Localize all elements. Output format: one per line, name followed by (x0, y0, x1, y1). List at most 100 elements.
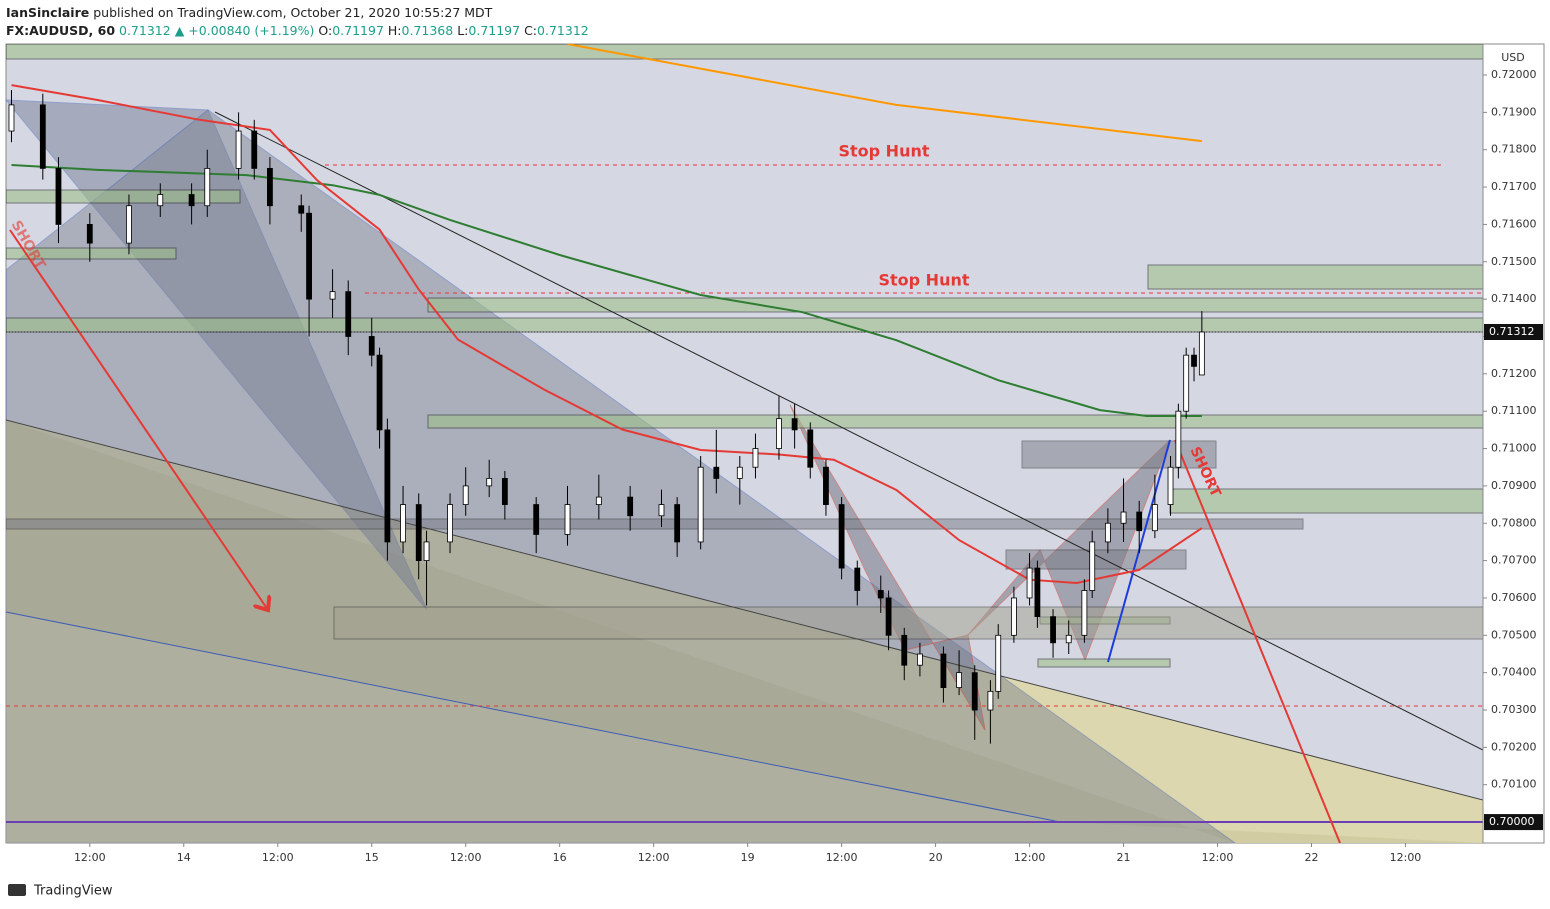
footer: TradingView (8, 884, 113, 899)
candle-body (877, 590, 884, 599)
c: 0.71312 (537, 23, 589, 38)
candle-body (1050, 616, 1056, 644)
candle-body (462, 485, 469, 505)
candle-body (368, 336, 375, 356)
candle-body (1120, 511, 1127, 524)
candle-body (736, 466, 743, 479)
x-tick-label: 12:00 (450, 851, 482, 864)
candle-body (1198, 331, 1205, 376)
candle-body (251, 130, 258, 169)
y-tick-label: 0.70600 (1491, 591, 1537, 604)
candle-body (1167, 466, 1174, 505)
candle-body (447, 504, 453, 543)
trend-line (214, 111, 1483, 751)
candle-body (564, 504, 571, 535)
y-tick-label: 0.71100 (1491, 404, 1537, 417)
candle-body (823, 466, 829, 505)
l: 0.71197 (468, 23, 521, 38)
candle-body (423, 541, 430, 562)
y-tick-label: 0.70800 (1491, 516, 1537, 529)
candle-body (306, 212, 312, 300)
pattern-triangle (6, 99, 428, 611)
moving-average (567, 44, 1203, 143)
candle-body (776, 418, 782, 449)
candle-body (713, 466, 720, 479)
zone (6, 247, 177, 260)
candle-body (1010, 597, 1017, 636)
candle-body (1175, 410, 1182, 468)
candle-body (157, 194, 164, 207)
candle-body (39, 104, 46, 169)
candle-body (658, 504, 665, 517)
price-axis (1482, 43, 1545, 844)
candle-body (267, 167, 273, 207)
price-marker-label: 0.71312 (1489, 325, 1535, 338)
y-tick-label: 0.70500 (1491, 628, 1537, 641)
candle-body (1034, 567, 1041, 618)
trend-line (6, 419, 1483, 801)
harmonic-pattern (789, 404, 986, 731)
annotation: Stop Hunt (838, 142, 929, 161)
candle-body (415, 504, 422, 562)
candle-body (987, 690, 994, 711)
candle-body (345, 291, 352, 337)
x-tick-label: 20 (929, 851, 943, 864)
price-marker (1484, 323, 1543, 340)
candle-body (533, 504, 540, 535)
drawings (6, 44, 1483, 843)
x-tick-label: 12:00 (826, 851, 858, 864)
candle-body (940, 653, 947, 689)
candle-body (595, 496, 602, 505)
x-tick-label: 14 (177, 851, 191, 864)
candle-body (376, 354, 383, 431)
y-tick-label: 0.71200 (1491, 367, 1537, 380)
red-arrow (1174, 439, 1341, 843)
y-tick-label: 0.70700 (1491, 554, 1537, 567)
gray-zone (6, 518, 1304, 530)
candle-body (55, 167, 62, 225)
candle-body (384, 429, 391, 543)
logo (8, 884, 26, 896)
candle-body (1089, 541, 1096, 591)
candle-body (917, 653, 923, 666)
y-tick-label: 0.70100 (1491, 778, 1537, 791)
last: 0.71312 (119, 23, 171, 38)
x-tick-label: 12:00 (1014, 851, 1046, 864)
wedge-line (6, 611, 1061, 823)
gray-zone (333, 606, 1483, 640)
red-arrow (9, 229, 268, 610)
published: published on TradingView.com, October 21… (93, 5, 493, 20)
y-tick-label: 0.70200 (1491, 740, 1537, 753)
candle-body (995, 634, 1002, 692)
candle-body (1136, 511, 1143, 532)
price-marker (1484, 814, 1543, 831)
x-tick-label: 19 (741, 851, 755, 864)
candle-body (298, 205, 305, 214)
x-tick-label: 15 (365, 851, 379, 864)
y-tick-label: 0.70300 (1491, 703, 1537, 716)
y-tick-label: 0.71400 (1491, 292, 1537, 305)
candle-body (235, 130, 242, 169)
candle-body (697, 466, 704, 543)
x-tick-label: 12:00 (74, 851, 106, 864)
candle-body (1065, 634, 1072, 644)
zone (6, 189, 241, 204)
candle-body (486, 478, 493, 487)
x-tick-label: 16 (553, 851, 567, 864)
candle-body (204, 167, 211, 207)
candle-body (1026, 567, 1033, 599)
candle-body (1183, 354, 1190, 412)
candle-body (854, 567, 861, 591)
y-tick-label: 0.70400 (1491, 666, 1537, 679)
candle-body (1151, 504, 1158, 532)
c-label: C: (524, 23, 538, 38)
y-tick-label: 0.71500 (1491, 255, 1537, 268)
zone (6, 317, 1483, 333)
y-tick-label: 0.71900 (1491, 105, 1537, 118)
price-marker-label: 0.70000 (1489, 815, 1535, 828)
candle-body (674, 504, 681, 543)
candle-body (838, 504, 845, 569)
o-label: O: (318, 23, 333, 38)
y-tick-label: 0.71800 (1491, 143, 1537, 156)
